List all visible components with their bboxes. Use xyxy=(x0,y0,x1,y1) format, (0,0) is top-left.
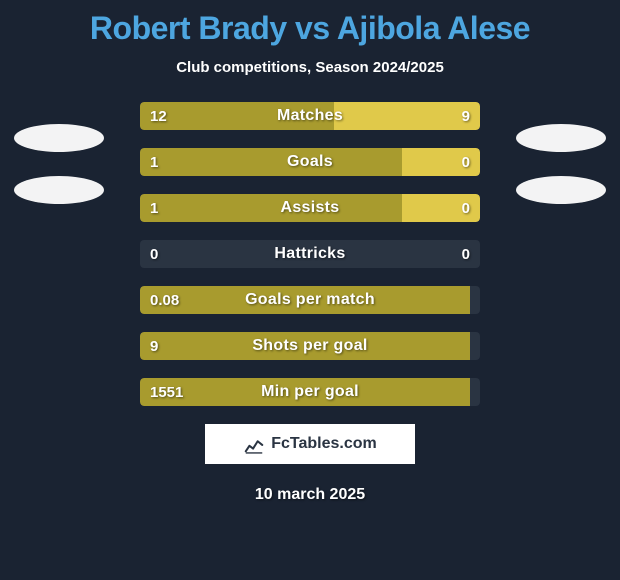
stat-row: 10Goals xyxy=(140,148,480,176)
player-left-logo-2 xyxy=(14,176,104,204)
chart-icon xyxy=(243,433,265,455)
stat-row: 9Shots per goal xyxy=(140,332,480,360)
stat-row: 129Matches xyxy=(140,102,480,130)
stat-label: Min per goal xyxy=(140,378,480,406)
stat-label: Goals per match xyxy=(140,286,480,314)
page-title: Robert Brady vs Ajibola Alese xyxy=(0,0,620,47)
subtitle: Club competitions, Season 2024/2025 xyxy=(0,59,620,76)
stat-label: Shots per goal xyxy=(140,332,480,360)
player-left-logo-1 xyxy=(14,124,104,152)
player-right-logo-2 xyxy=(516,176,606,204)
stat-label: Assists xyxy=(140,194,480,222)
date-label: 10 march 2025 xyxy=(0,486,620,504)
player-right-logo-1 xyxy=(516,124,606,152)
stat-row: 00Hattricks xyxy=(140,240,480,268)
attribution-text: FcTables.com xyxy=(271,435,377,453)
attribution-badge: FcTables.com xyxy=(205,424,415,464)
comparison-bars: 129Matches 10Goals 10Assists 00Hattricks 0.0… xyxy=(140,102,480,406)
stat-label: Goals xyxy=(140,148,480,176)
stat-row: 10Assists xyxy=(140,194,480,222)
stat-label: Matches xyxy=(140,102,480,130)
stat-row: 1551Min per goal xyxy=(140,378,480,406)
stat-row: 0.08Goals per match xyxy=(140,286,480,314)
stat-label: Hattricks xyxy=(140,240,480,268)
